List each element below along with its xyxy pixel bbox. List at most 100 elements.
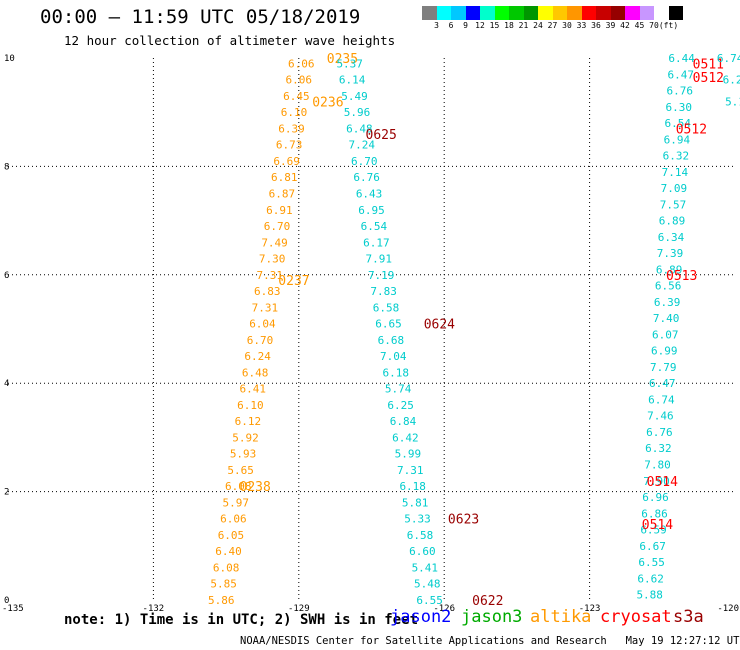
colorbar-label: 21 [518,21,529,30]
wave-height-label: 6.70 [351,155,378,168]
y-tick-label: 10 [4,54,15,64]
wave-height-label: 6.39 [654,296,681,309]
colorbar-label: 6 [448,21,454,30]
wave-height-label: 6.10 [281,106,308,119]
colorbar-label: 27 [547,21,558,30]
wave-height-label: 6.32 [645,442,672,455]
colorbar-swatch [581,6,596,20]
wave-height-label: 6.65 [375,318,402,331]
y-tick-label: 2 [4,488,9,498]
wave-height-label: 6.62 [637,572,664,585]
colorbar-swatch [639,6,654,20]
wave-height-label: 6.47 [649,377,676,390]
wave-height-label: 7.91 [366,253,393,266]
wave-height-label: 7.31 [256,269,283,282]
wave-height-label: 6.04 [249,318,276,331]
wave-height-label: 7.30 [259,253,286,266]
wave-height-label: 6.05 [218,529,245,542]
wave-height-label: 6.41 [240,383,267,396]
colorbar-swatch [509,6,524,20]
colorbar-swatch [451,6,466,20]
wave-height-label: 7.09 [661,182,688,195]
legend-item-s3a: s3a [673,607,704,627]
wave-height-label: 5.92 [232,431,259,444]
wave-height-label: 6.91 [266,204,293,217]
wave-height-label: 5.86 [208,594,235,607]
wave-height-label: 6.95 [358,204,385,217]
colorbar-label: 70 [649,21,659,30]
wave-height-label: 6.60 [409,545,436,558]
pass-time-label: 0514 [647,475,678,490]
wave-height-label: 6.48 [346,122,373,135]
pass-time-label: 0237 [278,274,309,289]
pass-time-label: 0512 [693,71,724,86]
legend-item-jason2: jason2 [390,607,452,627]
wave-height-label: 5.81 [402,496,429,509]
wave-height-label: 6.47 [667,68,694,81]
wave-height-label: 6.56 [655,280,682,293]
wave-height-label: 7.57 [660,198,687,211]
pass-time-label: 0236 [312,95,343,110]
pass-time-label: 0512 [676,122,707,137]
wave-height-label: 6.45 [283,90,310,103]
wave-height-label: 6.99 [651,345,678,358]
wave-height-label: 6.40 [215,545,242,558]
wave-height-label: 5.93 [230,448,257,461]
wave-height-label: 6.55 [638,556,665,569]
wave-height-label: 6.73 [276,139,303,152]
pass-time-label: 0625 [366,128,397,143]
colorbar-label: 24 [533,21,543,30]
wave-height-label: 6.06 [288,57,315,70]
colorbar-swatch [567,6,582,20]
wave-height-label: 6.83 [254,285,281,298]
wave-height-label: 5.65 [227,464,254,477]
note: note: 1) Time is in UTC; 2) SWH is in fe… [64,612,419,628]
wave-height-label: 6.06 [220,513,247,526]
pass-time-label: 0514 [642,518,673,533]
wave-height-label: 7.31 [252,301,279,314]
wave-height-label: 6.10 [237,399,264,412]
wave-height-label: 6.30 [666,101,693,114]
wave-height-label: 6.18 [399,480,426,493]
wave-height-label: 6.89 [659,215,686,228]
colorbar-swatch [523,6,538,20]
wave-height-label: 6.58 [407,529,434,542]
wave-height-label: 6.06 [286,74,313,87]
colorbar-swatch [654,6,669,20]
x-tick-label: -120 [717,604,739,614]
colorbar-swatch [668,6,683,20]
wave-height-label: 6.48 [242,366,269,379]
x-tick-label: -123 [579,604,601,614]
wave-height-label: 5.96 [344,106,371,119]
wave-height-label: 6.69 [273,155,300,168]
colorbar-label: 36 [591,21,601,30]
wave-height-label: 7.39 [657,247,684,260]
colorbar-label: (ft) [658,21,679,30]
colorbar-swatch [494,6,509,20]
x-tick-label: -126 [433,604,455,614]
colorbar-label: 15 [489,21,500,30]
wave-height-label: 6.76 [666,85,693,98]
x-tick-label: -135 [2,604,24,614]
colorbar [422,6,683,20]
wave-height-label: 5.97 [223,496,250,509]
wave-height-label: 5.37 [336,57,363,70]
wave-height-label: 6.2 [723,74,740,87]
wave-height-label: 6.32 [663,150,690,163]
x-tick-label: -129 [288,604,310,614]
wave-height-label: 6.89 [656,263,683,276]
colorbar-swatch [596,6,611,20]
wave-height-label: 7.04 [380,350,407,363]
pass-time-label: 0511 [693,57,724,72]
colorbar-swatch [480,6,495,20]
y-tick-label: 8 [4,162,9,172]
wave-height-label: 6.74 [717,52,740,65]
pass-time-label: 0623 [448,513,479,528]
wave-height-label: 6.81 [271,171,298,184]
wave-height-label: 5.99 [395,448,422,461]
colorbar-label: 9 [463,21,468,30]
pass-time-label: 0513 [666,269,697,284]
wave-height-label: 6.67 [639,540,666,553]
wave-height-label: 6.12 [235,415,262,428]
